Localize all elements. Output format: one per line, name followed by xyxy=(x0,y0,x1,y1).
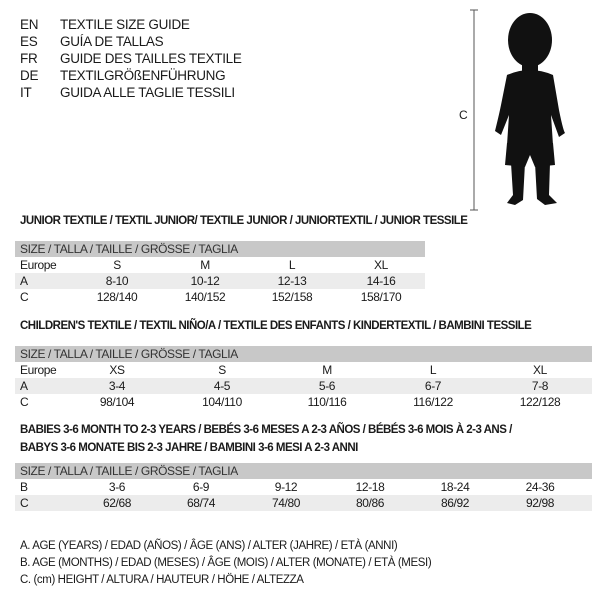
language-title: GUIDE DES TAILLES TEXTILE xyxy=(60,51,242,66)
child-silhouette-icon xyxy=(470,9,565,211)
table-cell: 80/86 xyxy=(355,496,385,510)
language-code: ES xyxy=(20,34,38,49)
table-cell: XL xyxy=(374,258,388,272)
table-cell: 98/104 xyxy=(99,395,135,409)
table-cell: 152/158 xyxy=(271,290,313,304)
table-cell: 9-12 xyxy=(274,480,298,494)
table-cell: 6-9 xyxy=(192,480,210,494)
table-cell: S xyxy=(113,258,121,272)
table-cell: 74/80 xyxy=(271,496,301,510)
table-row: A 8-10 10-12 12-13 14-16 xyxy=(15,273,425,289)
table-cell: M xyxy=(200,258,210,272)
row-label: A xyxy=(20,379,28,393)
size-header: SIZE / TALLA / TAILLE / GRÖSSE / TAGLIA xyxy=(15,463,592,479)
row-label: C xyxy=(20,496,29,510)
language-code: IT xyxy=(20,85,32,100)
table-cell: 5-6 xyxy=(318,379,336,393)
row-label: C xyxy=(20,395,29,409)
size-header: SIZE / TALLA / TAILLE / GRÖSSE / TAGLIA xyxy=(15,241,425,257)
table-cell: 8-10 xyxy=(105,274,129,288)
row-label: B xyxy=(20,480,28,494)
table-cell: 18-24 xyxy=(440,480,470,494)
legend-b: B. AGE (MONTHS) / EDAD (MESES) / ÂGE (MO… xyxy=(20,557,432,569)
row-label: Europe xyxy=(20,363,57,377)
babies-size-table: SIZE / TALLA / TAILLE / GRÖSSE / TAGLIA B… xyxy=(15,463,592,511)
children-title: CHILDREN'S TEXTILE / TEXTIL NIÑO/A / TEX… xyxy=(20,320,532,332)
table-cell: 158/170 xyxy=(360,290,402,304)
table-cell: 24-36 xyxy=(525,480,555,494)
language-title: GUIDA ALLE TAGLIE TESSILI xyxy=(60,85,235,100)
table-row: C 98/104 104/110 110/116 116/122 122/128 xyxy=(15,394,592,410)
table-cell: 62/68 xyxy=(102,496,132,510)
table-cell: 6-7 xyxy=(424,379,442,393)
table-cell: 14-16 xyxy=(366,274,396,288)
children-size-table: SIZE / TALLA / TAILLE / GRÖSSE / TAGLIA E… xyxy=(15,346,592,410)
table-cell: XL xyxy=(533,363,547,377)
language-line: ES GUÍA DE TALLAS xyxy=(20,33,164,50)
child-silhouette-figure: C xyxy=(455,5,585,215)
language-code: EN xyxy=(20,17,39,32)
table-cell: 12-18 xyxy=(355,480,385,494)
table-row: B 3-6 6-9 9-12 12-18 18-24 24-36 xyxy=(15,479,592,495)
legend-a: A. AGE (YEARS) / EDAD (AÑOS) / ÂGE (ANS)… xyxy=(20,540,398,552)
table-cell: S xyxy=(218,363,226,377)
language-line: IT GUIDA ALLE TAGLIE TESSILI xyxy=(20,84,235,101)
table-cell: L xyxy=(429,363,437,377)
language-title: TEXTILGRÖßENFÜHRUNG xyxy=(60,68,226,83)
language-line: FR GUIDE DES TAILLES TEXTILE xyxy=(20,50,242,67)
babies-title-line2: BABYS 3-6 MONATE BIS 2-3 JAHRE / BAMBINI… xyxy=(20,442,358,454)
language-title: TEXTILE SIZE GUIDE xyxy=(60,17,190,32)
table-cell: 68/74 xyxy=(186,496,216,510)
table-cell: 128/140 xyxy=(96,290,138,304)
table-cell: 3-4 xyxy=(108,379,126,393)
table-cell: 7-8 xyxy=(531,379,549,393)
junior-title: JUNIOR TEXTILE / TEXTIL JUNIOR/ TEXTILE … xyxy=(20,215,468,227)
table-cell: 122/128 xyxy=(519,395,561,409)
table-cell: 4-5 xyxy=(213,379,231,393)
table-row: C 128/140 140/152 152/158 158/170 xyxy=(15,289,425,305)
table-cell: 140/152 xyxy=(184,290,226,304)
language-title: GUÍA DE TALLAS xyxy=(60,34,164,49)
table-cell: 3-6 xyxy=(108,480,126,494)
table-cell: XS xyxy=(109,363,125,377)
table-cell: 86/92 xyxy=(440,496,470,510)
table-row: Europe XS S M L XL xyxy=(15,362,592,378)
table-cell: 10-12 xyxy=(190,274,220,288)
language-line: EN TEXTILE SIZE GUIDE xyxy=(20,16,190,33)
table-cell: 116/122 xyxy=(413,395,453,409)
table-row: C 62/68 68/74 74/80 80/86 86/92 92/98 xyxy=(15,495,592,511)
measure-label-c: C xyxy=(459,108,468,122)
babies-title-line1: BABIES 3-6 MONTH TO 2-3 YEARS / BEBÉS 3-… xyxy=(20,424,512,436)
row-label: C xyxy=(20,290,29,304)
language-line: DE TEXTILGRÖßENFÜHRUNG xyxy=(20,67,226,84)
size-header: SIZE / TALLA / TAILLE / GRÖSSE / TAGLIA xyxy=(15,346,592,362)
table-cell: 110/116 xyxy=(307,395,347,409)
row-label: A xyxy=(20,274,28,288)
legend-c: C. (cm) HEIGHT / ALTURA / HAUTEUR / HÖHE… xyxy=(20,574,304,586)
language-code: FR xyxy=(20,51,38,66)
table-cell: 12-13 xyxy=(277,274,307,288)
table-cell: 104/110 xyxy=(202,395,242,409)
table-cell: L xyxy=(288,258,296,272)
table-row: A 3-4 4-5 5-6 6-7 7-8 xyxy=(15,378,592,394)
table-cell: 92/98 xyxy=(525,496,555,510)
table-cell: M xyxy=(322,363,332,377)
junior-size-table: SIZE / TALLA / TAILLE / GRÖSSE / TAGLIA E… xyxy=(15,241,425,305)
row-label: Europe xyxy=(20,258,57,272)
language-code: DE xyxy=(20,68,39,83)
table-row: Europe S M L XL xyxy=(15,257,425,273)
